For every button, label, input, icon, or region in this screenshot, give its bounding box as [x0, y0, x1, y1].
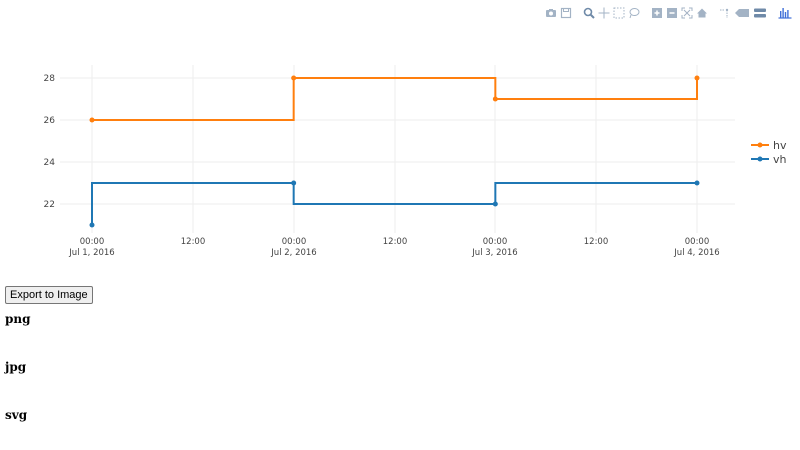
- y-tick: 26: [44, 116, 56, 126]
- save-icon[interactable]: [559, 5, 572, 21]
- trace-line-vh[interactable]: [91, 182, 698, 225]
- x-tick-time: 12:00: [584, 237, 609, 247]
- legend-label: vh: [773, 153, 787, 166]
- y-tick: 28: [44, 74, 56, 84]
- y-axis-ticks: 28 26 24 22: [44, 74, 56, 210]
- data-point[interactable]: [291, 180, 297, 186]
- modebar-group-export: [543, 5, 573, 21]
- y-gridlines: [60, 77, 735, 205]
- home-icon[interactable]: [695, 5, 708, 21]
- plot-container: 28 26 24 22 00:00 Jul 1, 2016 12:00 00:0…: [44, 5, 794, 258]
- hover-closest-icon[interactable]: [733, 5, 750, 21]
- legend-label: hv: [773, 139, 787, 152]
- data-point[interactable]: [694, 180, 700, 186]
- x-tick-time: 12:00: [383, 237, 408, 247]
- x-tick-time: 00:00: [685, 237, 710, 247]
- x-tick-date: Jul 4, 2016: [673, 248, 719, 258]
- data-point[interactable]: [492, 201, 498, 207]
- zoom-in-icon[interactable]: [650, 5, 663, 21]
- x-gridlines: [91, 65, 698, 233]
- y-tick: 24: [44, 158, 56, 168]
- modebar-group-logo: [776, 5, 794, 21]
- plotly-logo-icon[interactable]: [777, 5, 793, 21]
- modebar-group-hover: [717, 5, 768, 21]
- spikelines-icon[interactable]: [718, 5, 731, 21]
- y-tick: 22: [44, 200, 55, 210]
- lasso-select-icon[interactable]: [627, 5, 640, 21]
- x-axis-ticks: 00:00 Jul 1, 2016 12:00 00:00 Jul 2, 201…: [68, 237, 719, 258]
- legend[interactable]: hv vh: [751, 139, 787, 166]
- legend-item-vh[interactable]: vh: [751, 153, 787, 166]
- modebar: [535, 5, 794, 21]
- trace-line-hv[interactable]: [92, 77, 699, 121]
- x-tick-time: 12:00: [181, 237, 206, 247]
- traces[interactable]: [89, 75, 700, 228]
- chart-svg: 28 26 24 22 00:00 Jul 1, 2016 12:00 00:0…: [44, 65, 787, 258]
- pan-icon[interactable]: [597, 5, 610, 21]
- zoom-icon[interactable]: [582, 5, 595, 21]
- zoom-out-icon[interactable]: [665, 5, 678, 21]
- hover-compare-icon[interactable]: [752, 5, 767, 21]
- export-to-image-button[interactable]: Export to Image: [5, 286, 93, 304]
- format-heading-png: png: [5, 312, 31, 326]
- format-heading-svg: svg: [5, 408, 28, 422]
- x-tick-time: 00:00: [80, 237, 105, 247]
- data-point[interactable]: [89, 222, 95, 228]
- data-point[interactable]: [89, 117, 95, 123]
- format-heading-jpg: jpg: [5, 360, 27, 374]
- modebar-group-drag: [581, 5, 641, 21]
- data-point[interactable]: [492, 96, 498, 102]
- legend-item-hv[interactable]: hv: [751, 139, 787, 152]
- x-tick-time: 00:00: [282, 237, 307, 247]
- data-point[interactable]: [291, 75, 297, 81]
- x-tick-date: Jul 3, 2016: [471, 248, 517, 258]
- x-tick-date: Jul 2, 2016: [270, 248, 316, 258]
- modebar-group-view: [649, 5, 709, 21]
- data-point[interactable]: [694, 75, 700, 81]
- x-tick-time: 00:00: [483, 237, 508, 247]
- box-select-icon[interactable]: [612, 5, 625, 21]
- x-tick-date: Jul 1, 2016: [68, 248, 114, 258]
- camera-icon[interactable]: [544, 5, 557, 21]
- autoscale-icon[interactable]: [680, 5, 693, 21]
